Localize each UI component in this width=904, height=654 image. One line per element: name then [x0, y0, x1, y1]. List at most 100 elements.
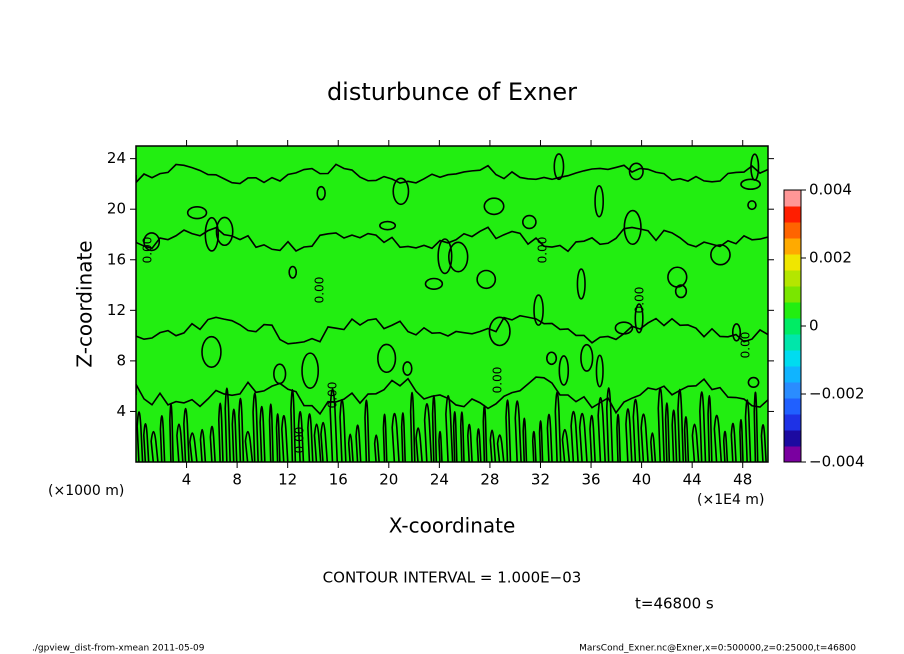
contour-line: [364, 399, 370, 462]
y-tick-label: 24: [107, 149, 126, 167]
contour-line: [594, 185, 605, 218]
x-tick-label: 32: [531, 471, 550, 489]
y-tick-label: 12: [107, 301, 126, 319]
contour-line: [625, 408, 633, 462]
colorbar-segment: [784, 350, 801, 367]
contour-line: [402, 361, 413, 376]
contour-line: [320, 421, 329, 462]
contour-label: 0.00: [313, 277, 327, 304]
contour-line: [136, 314, 768, 345]
contour-line: [553, 153, 565, 181]
x-tick-label: 40: [632, 471, 651, 489]
contour-line: [667, 266, 688, 288]
contour-line: [459, 411, 465, 462]
contour-line: [691, 423, 700, 462]
contour-line: [297, 410, 305, 462]
contour-label: 0.00: [293, 427, 307, 454]
colorbar-segment: [784, 398, 801, 415]
contour-line: [238, 397, 245, 462]
contour-line: [671, 409, 678, 462]
contour-line: [424, 277, 444, 290]
contour-line: [707, 394, 713, 462]
footer-left: ./gpview_dist-from-xmean 2011-05-09: [32, 644, 205, 654]
contour-line: [136, 376, 768, 416]
x-tick-label: 16: [329, 471, 348, 489]
contour-line: [409, 391, 416, 462]
colorbar-segment: [784, 254, 801, 271]
contour-line: [423, 403, 433, 462]
colorbar-segment: [784, 206, 801, 223]
contour-line: [731, 323, 742, 342]
plot-frame: [135, 145, 769, 463]
contour-line: [186, 206, 208, 220]
contour-line: [747, 200, 757, 211]
contour-line: [373, 434, 380, 462]
x-unit-label: (×1000 m): [48, 483, 124, 499]
contour-line: [382, 413, 388, 462]
contour-line: [379, 220, 397, 231]
contour-line: [483, 197, 505, 216]
contour-line: [231, 408, 238, 462]
colorbar-segment: [784, 414, 801, 431]
time-label: t=46800 s: [635, 595, 714, 613]
contour-line: [268, 403, 274, 462]
contour-line: [710, 244, 731, 266]
x-tick-label: 44: [683, 471, 702, 489]
contour-line: [252, 392, 259, 462]
contour-line: [301, 352, 320, 390]
contour-line: [713, 414, 723, 462]
contour-line: [445, 394, 454, 462]
colorbar-segment: [784, 334, 801, 351]
contour-line: [224, 387, 231, 462]
contour-line: [722, 430, 729, 462]
contour-line: [176, 423, 184, 462]
x-tick-label: 12: [278, 471, 297, 489]
contour-line: [589, 414, 596, 462]
y-tick-label: 16: [107, 250, 126, 268]
contour-line: [683, 416, 690, 462]
contour-line: [244, 430, 254, 462]
contour-line: [514, 400, 522, 462]
contour-line: [597, 396, 606, 462]
colorbar-segment: [784, 190, 801, 207]
x-tick-label: 48: [733, 471, 752, 489]
contour-line: [437, 238, 453, 275]
contour-line: [570, 410, 579, 462]
contour-line: [546, 413, 553, 462]
contour-line: [313, 423, 322, 462]
contour-line: [531, 430, 537, 462]
contour-line: [505, 399, 512, 462]
contour-interval: CONTOUR INTERVAL = 1.000E−03: [323, 569, 582, 587]
contour-line: [747, 376, 760, 389]
contour-line: [730, 422, 737, 462]
contour-line: [307, 413, 314, 462]
contour-line: [189, 432, 198, 462]
colorbar-tick-label: 0.004: [809, 181, 852, 199]
contour-line: [288, 265, 298, 279]
y-tick-label: 8: [116, 351, 126, 369]
contour-line: [488, 316, 511, 347]
contour-line: [392, 177, 410, 206]
x-tick-label: 8: [232, 471, 242, 489]
contour-line: [183, 407, 190, 462]
contour-line: [628, 162, 644, 181]
contour-line: [281, 414, 289, 462]
contour-line: [448, 241, 469, 273]
colorbar-segment: [784, 318, 801, 335]
contour-line: [740, 178, 762, 191]
x-axis-label: X-coordinate: [389, 514, 516, 538]
contour-line: [558, 355, 570, 386]
contour-line: [217, 402, 224, 462]
contour-line: [580, 343, 594, 372]
contour-line: [744, 399, 752, 462]
contour-line: [522, 214, 537, 230]
contour-line: [136, 411, 144, 462]
contour-line: [204, 216, 220, 252]
x-tick-label: 24: [430, 471, 449, 489]
colorbar-tick-label: −0.002: [809, 385, 865, 403]
contour-line: [699, 391, 707, 462]
contour-line: [634, 303, 644, 334]
contour-label: 0.00: [326, 382, 340, 409]
contour-line: [561, 428, 571, 462]
contour-line: [329, 388, 339, 462]
